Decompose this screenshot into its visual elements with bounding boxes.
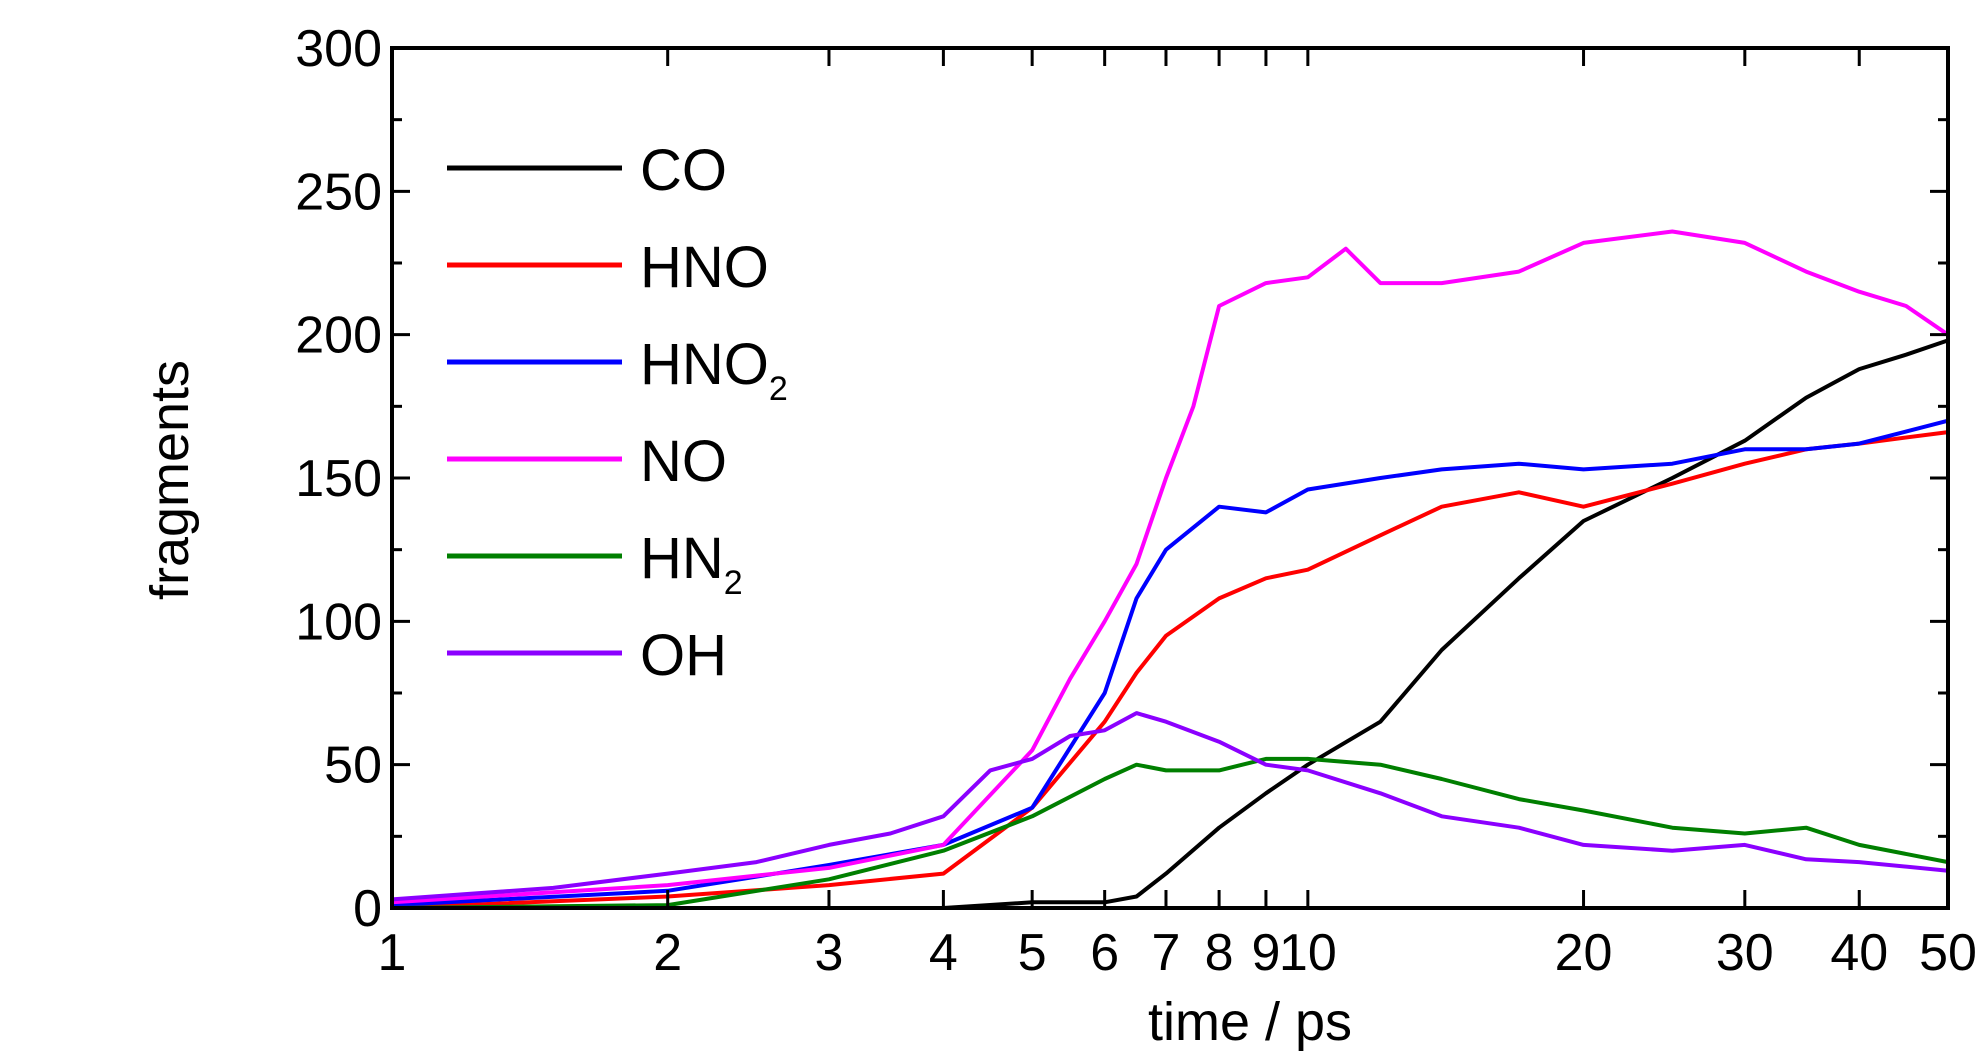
x-tick-label: 2 <box>653 924 682 982</box>
x-axis-title: time / ps <box>1148 992 1352 1052</box>
x-tick-label: 20 <box>1555 924 1613 982</box>
legend-item-no: NO <box>447 429 727 494</box>
legend-item-oh: OH <box>447 623 727 688</box>
series-line-hno2 <box>391 418 1949 908</box>
series-line-hno <box>391 430 1949 910</box>
legend-item-hno2: HNO2 <box>447 332 788 408</box>
x-tick-label: 5 <box>1018 924 1047 982</box>
y-tick-label: 100 <box>295 593 382 651</box>
y-axis-title: fragments <box>140 360 200 600</box>
series-layer <box>391 229 1950 910</box>
legend-item-hn2: HN2 <box>447 526 743 602</box>
x-tick-label: 7 <box>1152 924 1181 982</box>
legend-label: NO <box>640 429 727 494</box>
ticks-layer: 1 2 3 4 5 6 7 8 910 20 30 40 50 0 50 100 150 200 250 300 <box>295 20 1977 982</box>
x-tick-label: 10 <box>1279 924 1337 982</box>
legend-item-hno: HNO <box>447 235 769 300</box>
legend-label: OH <box>640 623 727 688</box>
y-tick-label: 200 <box>295 307 382 365</box>
x-tick-label: 1 <box>378 924 407 982</box>
x-tick-label: 8 <box>1205 924 1234 982</box>
y-tick-label: 50 <box>324 737 382 795</box>
series-line-oh <box>391 711 1949 902</box>
series-line-hn2 <box>391 756 1949 910</box>
legend-label: HN2 <box>640 526 743 602</box>
y-tick-label: 150 <box>295 450 382 508</box>
x-tick-label: 30 <box>1716 924 1774 982</box>
series-line-no <box>391 229 1950 905</box>
series-line-co <box>392 338 1949 910</box>
y-tick-label: 250 <box>295 163 382 221</box>
legend-label: CO <box>640 138 727 203</box>
legend-label: HNO2 <box>640 332 788 408</box>
legend-item-co: CO <box>447 138 727 203</box>
x-tick-label: 9 <box>1251 924 1280 982</box>
x-tick-label: 4 <box>929 924 958 982</box>
x-tick-label: 50 <box>1919 924 1977 982</box>
x-tick-label: 6 <box>1090 924 1119 982</box>
y-tick-label: 0 <box>353 880 382 938</box>
legend-label: HNO <box>640 235 769 300</box>
legend: CO HNO HNO2 NO HN2 OH <box>447 138 788 688</box>
y-tick-label: 300 <box>295 20 382 78</box>
x-tick-label: 3 <box>815 924 844 982</box>
x-tick-label: 40 <box>1830 924 1888 982</box>
